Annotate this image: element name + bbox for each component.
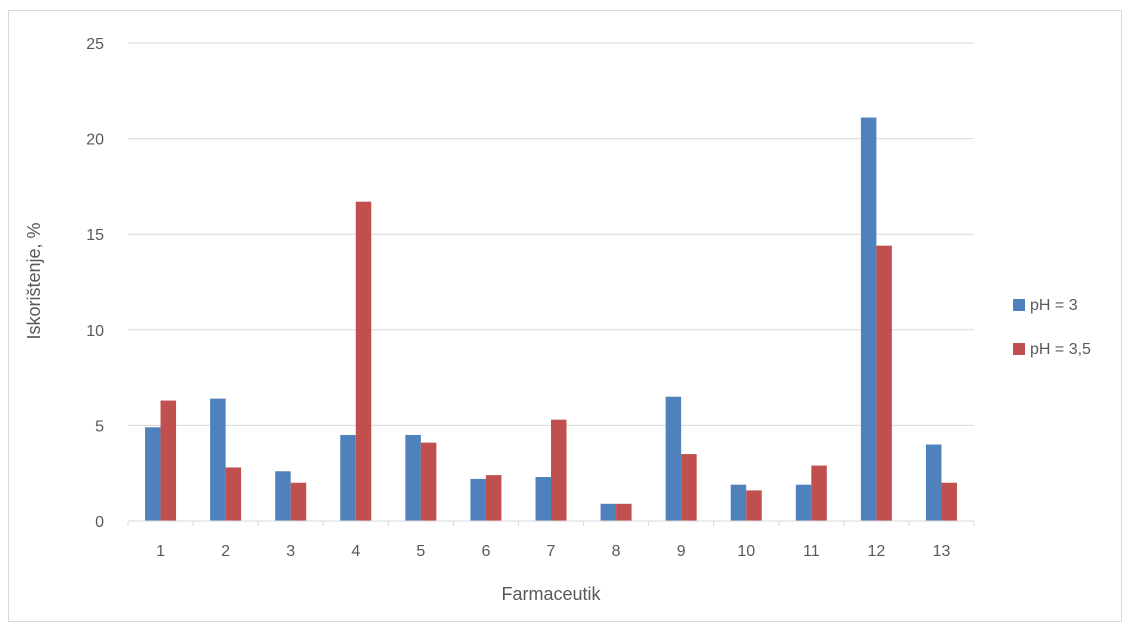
x-tick-label: 5 — [416, 543, 425, 560]
x-axis-ticks: 1 2 3 4 5 6 7 8 9 10 11 12 13 — [127, 521, 975, 560]
y-tick-label: 10 — [86, 323, 104, 340]
x-tick-label: 12 — [867, 543, 885, 560]
bar-series-2 — [225, 467, 242, 521]
y-tick-label: 15 — [86, 227, 104, 244]
bar-series-1 — [730, 484, 747, 521]
bar-series-2 — [420, 442, 437, 521]
bars — [145, 117, 957, 522]
bar-series-2 — [876, 245, 892, 521]
bar-series-2 — [485, 475, 502, 521]
y-tick-label: 0 — [95, 514, 104, 531]
bar-series-1 — [145, 427, 161, 521]
x-tick-label: 4 — [351, 543, 360, 560]
x-tick-label: 13 — [933, 543, 951, 560]
bar-series-2 — [355, 201, 372, 522]
bar-series-1 — [340, 434, 356, 521]
bar-series-2 — [941, 482, 957, 521]
bar-series-1 — [405, 434, 421, 521]
bar-series-2 — [681, 454, 697, 521]
bar-series-1 — [210, 398, 226, 521]
x-tick-label: 2 — [221, 543, 230, 560]
bar-series-1 — [600, 503, 617, 521]
legend-label: pH = 3 — [1030, 297, 1078, 314]
bar-series-2 — [811, 465, 827, 521]
y-tick-label: 25 — [86, 36, 104, 53]
legend-swatch — [1013, 343, 1025, 355]
x-tick-label: 1 — [156, 543, 165, 560]
legend: pH = 3 pH = 3,5 — [1013, 297, 1091, 358]
gridlines — [128, 42, 974, 426]
bar-series-2 — [290, 482, 307, 521]
x-tick-label: 3 — [286, 543, 295, 560]
bar-series-1 — [470, 478, 486, 521]
bar-series-2 — [160, 400, 177, 521]
legend-label: pH = 3,5 — [1030, 341, 1091, 358]
y-tick-label: 5 — [95, 418, 104, 435]
x-tick-label: 7 — [547, 543, 556, 560]
x-tick-label: 6 — [481, 543, 490, 560]
bar-series-2 — [551, 419, 567, 521]
bar-series-1 — [535, 477, 551, 521]
y-axis-title: Iskorištenje, % — [24, 222, 44, 339]
bar-series-1 — [925, 444, 942, 521]
bar-series-1 — [665, 396, 682, 521]
bar-series-2 — [616, 503, 632, 521]
bar-series-2 — [746, 490, 762, 521]
x-tick-label: 11 — [803, 543, 820, 560]
bar-series-1 — [795, 484, 812, 521]
x-tick-label: 9 — [677, 543, 686, 560]
bar-series-1 — [275, 471, 291, 521]
x-tick-label: 8 — [612, 543, 621, 560]
x-tick-label: 10 — [737, 543, 755, 560]
y-tick-label: 20 — [86, 132, 104, 149]
y-axis-ticks: 0 5 10 15 20 25 — [86, 36, 104, 531]
x-axis-title: Farmaceutik — [501, 584, 601, 604]
bar-series-1 — [860, 117, 877, 522]
legend-swatch — [1013, 299, 1025, 311]
